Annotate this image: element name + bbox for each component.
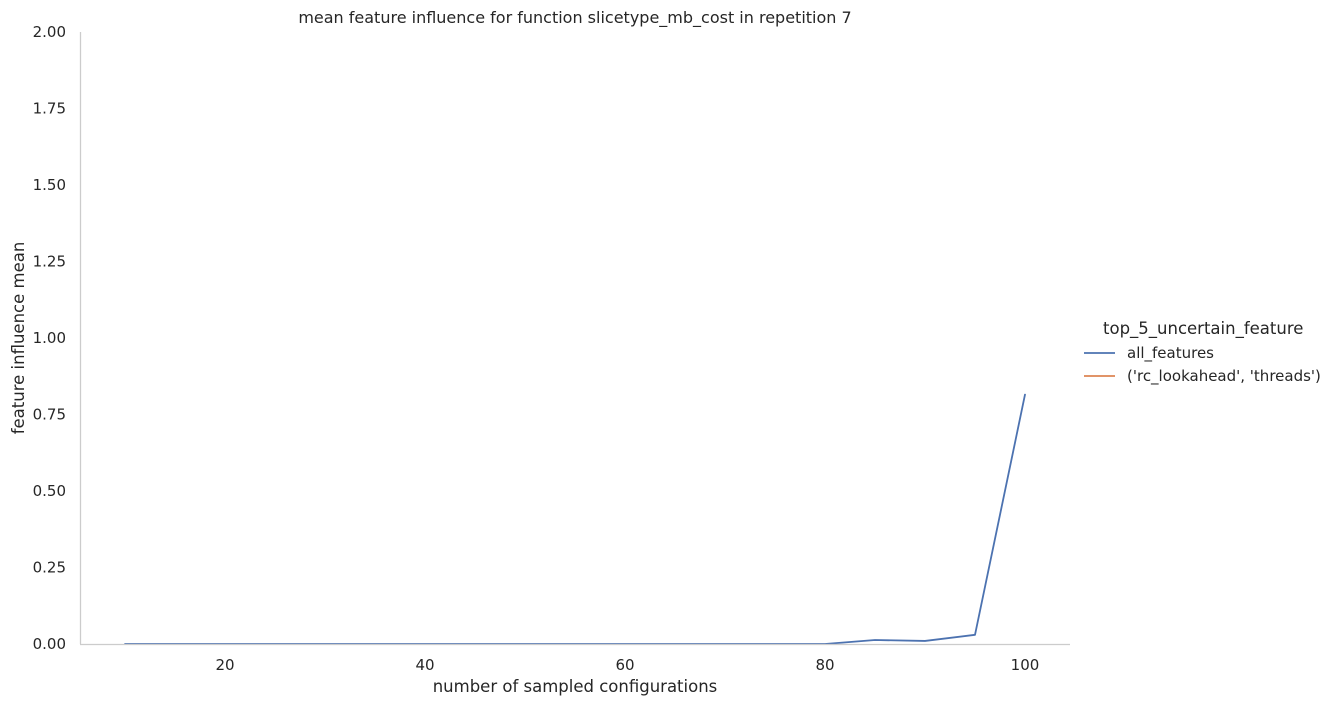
chart-title: mean feature influence for function slic… <box>298 8 851 28</box>
x-tick-label: 60 <box>615 656 634 674</box>
y-tick-label: 0.50 <box>33 482 66 500</box>
y-axis-label: feature influence mean <box>9 242 28 435</box>
y-tick-label: 0.00 <box>33 635 66 653</box>
x-tick-label: 20 <box>215 656 234 674</box>
x-tick-label: 100 <box>1011 656 1040 674</box>
y-tick-label: 1.50 <box>33 176 66 194</box>
series-line <box>124 393 1026 645</box>
legend: top_5_uncertain_feature all_features ('rc… <box>1084 319 1321 386</box>
plot-lines <box>124 393 1026 645</box>
legend-items: all_features ('rc_lookahead', 'threads') <box>1084 344 1321 386</box>
x-ticks: 20 40 60 80 100 <box>215 656 1039 674</box>
y-tick-label: 0.25 <box>33 559 66 577</box>
legend-label: all_features <box>1127 344 1214 363</box>
y-ticks: 0.00 0.25 0.50 0.75 1.00 1.25 1.50 1.75 2.00 <box>33 23 66 653</box>
y-tick-label: 1.00 <box>33 329 66 347</box>
legend-label: ('rc_lookahead', 'threads') <box>1127 367 1321 386</box>
x-tick-label: 80 <box>815 656 834 674</box>
y-tick-label: 1.25 <box>33 253 66 271</box>
y-tick-label: 0.75 <box>33 406 66 424</box>
y-tick-label: 2.00 <box>33 23 66 41</box>
y-tick-label: 1.75 <box>33 100 66 118</box>
legend-title: top_5_uncertain_feature <box>1103 319 1303 339</box>
x-axis-label: number of sampled configurations <box>433 677 718 696</box>
x-tick-label: 40 <box>415 656 434 674</box>
